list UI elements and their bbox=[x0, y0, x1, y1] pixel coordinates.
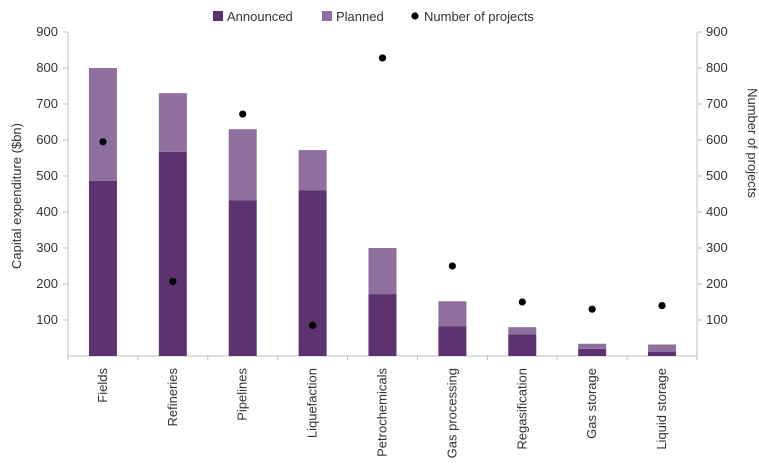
bar-planned bbox=[228, 129, 257, 201]
right-ticks: 100 200 300 400 500 600 700 800 900 bbox=[697, 24, 728, 327]
legend-label: Announced bbox=[227, 9, 293, 24]
legend-marker bbox=[411, 12, 419, 20]
bar-planned bbox=[438, 301, 467, 327]
legend-swatch bbox=[322, 11, 332, 21]
bar-announced bbox=[648, 351, 677, 356]
bar-announced bbox=[158, 151, 187, 356]
legend-swatch bbox=[213, 11, 223, 21]
bar-planned bbox=[648, 344, 677, 352]
y-tick-label: 600 bbox=[36, 132, 58, 147]
category-label: Liquid storage bbox=[654, 368, 669, 450]
y-tick-label: 100 bbox=[36, 312, 58, 327]
y2-axis-title: Number of projects bbox=[745, 88, 759, 198]
bar-planned bbox=[158, 93, 187, 152]
category-label: Fields bbox=[95, 368, 110, 403]
bar-announced bbox=[228, 200, 257, 356]
y-tick-label: 500 bbox=[36, 168, 58, 183]
category-label: Petrochemicals bbox=[375, 368, 390, 457]
bar-announced bbox=[368, 294, 397, 356]
category-label: Refineries bbox=[165, 368, 180, 427]
bar-planned bbox=[508, 327, 537, 335]
y-tick-label: 300 bbox=[36, 240, 58, 255]
y2-tick-label: 400 bbox=[706, 204, 728, 219]
y-tick-label: 200 bbox=[36, 276, 58, 291]
point-number-of-projects bbox=[658, 302, 666, 310]
point-number-of-projects bbox=[169, 277, 177, 286]
y-tick-label: 400 bbox=[36, 204, 58, 219]
point-number-of-projects bbox=[99, 138, 107, 146]
y2-tick-label: 100 bbox=[706, 312, 728, 327]
point-number-of-projects bbox=[518, 298, 526, 306]
legend-label: Planned bbox=[336, 9, 384, 24]
bars bbox=[67, 68, 698, 360]
y2-tick-label: 200 bbox=[706, 276, 728, 291]
bar-announced bbox=[438, 326, 467, 356]
point-number-of-projects bbox=[448, 262, 456, 270]
category-labels: Fields Refineries Pipelines Liquefaction Pet… bbox=[95, 368, 669, 459]
points bbox=[99, 54, 666, 329]
y2-tick-label: 300 bbox=[706, 240, 728, 255]
y2-tick-label: 600 bbox=[706, 132, 728, 147]
bar-announced bbox=[578, 348, 607, 356]
y-tick-label: 800 bbox=[36, 60, 58, 75]
y-axis-title: Capital expenditure ($bn) bbox=[9, 123, 24, 269]
category-label: Gas processing bbox=[444, 368, 459, 458]
bar-announced bbox=[298, 190, 327, 356]
bar-planned bbox=[88, 68, 117, 181]
point-number-of-projects bbox=[378, 54, 387, 62]
bar-announced bbox=[508, 334, 537, 356]
y-tick-label: 900 bbox=[36, 24, 58, 39]
bar-announced bbox=[88, 180, 117, 356]
y2-tick-label: 700 bbox=[706, 96, 728, 111]
bar-planned bbox=[368, 248, 397, 295]
point-number-of-projects bbox=[588, 305, 596, 313]
y2-tick-label: 500 bbox=[706, 168, 728, 183]
category-label: Regasification bbox=[514, 368, 529, 450]
bar-planned bbox=[298, 150, 327, 191]
point-number-of-projects bbox=[309, 321, 317, 329]
y2-tick-label: 800 bbox=[706, 60, 728, 75]
legend: Announced Planned Number of projects bbox=[213, 9, 534, 24]
category-label: Gas storage bbox=[584, 368, 599, 439]
bar-planned bbox=[578, 343, 607, 349]
category-label: Liquefaction bbox=[305, 368, 320, 438]
left-ticks: 100 200 300 400 500 600 700 800 900 bbox=[36, 24, 68, 327]
category-label: Pipelines bbox=[235, 368, 250, 421]
point-number-of-projects bbox=[239, 110, 247, 118]
y2-tick-label: 900 bbox=[706, 24, 728, 39]
y-tick-label: 700 bbox=[36, 96, 58, 111]
legend-label: Number of projects bbox=[424, 9, 534, 24]
